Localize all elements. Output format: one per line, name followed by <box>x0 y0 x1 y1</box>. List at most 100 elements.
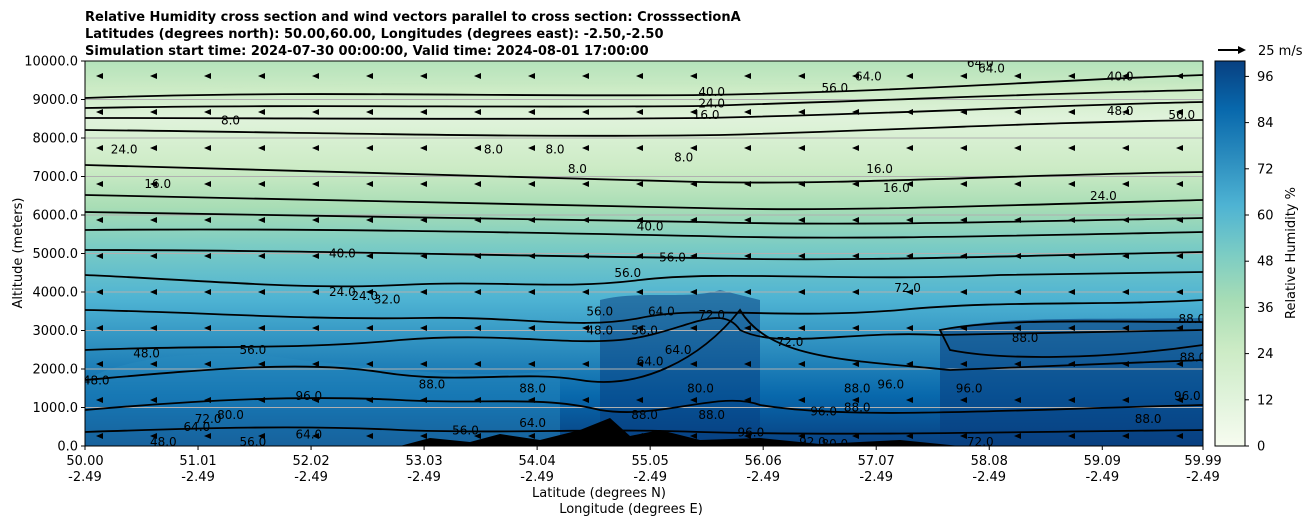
wind-vector <box>96 433 103 439</box>
wind-vector <box>690 397 697 403</box>
wind-vector <box>852 253 859 259</box>
wind-vector <box>258 325 265 331</box>
wind-vector <box>960 217 967 223</box>
wind-vector <box>960 433 967 439</box>
contour-label: 24.0 <box>1090 189 1117 203</box>
contour-label: 64.0 <box>978 62 1005 76</box>
contour-label: 16.0 <box>693 108 720 122</box>
wind-vector <box>258 289 265 295</box>
wind-vector <box>636 397 643 403</box>
contour-label: 72.0 <box>967 435 994 449</box>
x-tick-label-lat: 53.03 <box>405 454 442 469</box>
contour-label: 40.0 <box>637 220 664 234</box>
contour-label: 80.0 <box>217 408 244 422</box>
wind-vector <box>636 181 643 187</box>
wind-vector <box>1122 433 1129 439</box>
chart-title-line-1: Relative Humidity cross section and wind… <box>85 10 741 25</box>
wind-vector <box>312 109 319 115</box>
wind-vector <box>258 253 265 259</box>
wind-vector <box>798 253 805 259</box>
wind-vector <box>150 109 157 115</box>
contour-label: 56.0 <box>1168 108 1195 122</box>
contour-label: 88.0 <box>1012 331 1039 345</box>
wind-vector <box>420 325 427 331</box>
wind-vector <box>1176 433 1183 439</box>
wind-vector <box>906 397 913 403</box>
wind-vector <box>690 109 697 115</box>
wind-vector <box>1122 289 1129 295</box>
wind-vector <box>1014 397 1021 403</box>
wind-vector <box>744 217 751 223</box>
x-tick-label-lat: 51.01 <box>179 454 216 469</box>
wind-vector <box>744 361 751 367</box>
wind-vector <box>1176 181 1183 187</box>
x-tick-label-lat: 54.04 <box>519 454 556 469</box>
wind-vector <box>420 181 427 187</box>
wind-vector <box>960 289 967 295</box>
contour-label: 64.0 <box>665 343 692 357</box>
contour-label: 64.0 <box>295 427 322 441</box>
x-tick-label-lon: -2.49 <box>520 470 554 485</box>
wind-vector <box>798 433 805 439</box>
wind-vector <box>312 325 319 331</box>
wind-vector <box>258 145 265 151</box>
x-axis: 50.00-2.4951.01-2.4952.02-2.4953.03-2.49… <box>66 446 1222 485</box>
wind-vector <box>636 109 643 115</box>
contour-label: 48.0 <box>586 324 613 338</box>
wind-vector <box>150 217 157 223</box>
wind-vector <box>906 289 913 295</box>
wind-vector <box>366 361 373 367</box>
wind-vector <box>1014 109 1021 115</box>
contour-label: 56.0 <box>821 81 848 95</box>
contour-label: 88.0 <box>631 408 658 422</box>
wind-vector <box>960 73 967 79</box>
wind-vector <box>744 73 751 79</box>
wind-vector <box>312 181 319 187</box>
wind-vector <box>1014 145 1021 151</box>
wind-vector <box>1176 397 1183 403</box>
wind-vector <box>1176 145 1183 151</box>
contour-label: 40.0 <box>1107 69 1134 83</box>
contour-label: 56.0 <box>631 324 658 338</box>
contour-label: 96.0 <box>738 426 765 440</box>
x-tick-label-lon: -2.49 <box>633 470 667 485</box>
wind-vector <box>96 73 103 79</box>
chart-title-line-3: Simulation start time: 2024-07-30 00:00:… <box>85 44 649 59</box>
wind-vector <box>150 145 157 151</box>
x-tick-label-lon: -2.49 <box>859 470 893 485</box>
wind-vector <box>690 361 697 367</box>
y-tick-label: 10000.0 <box>24 55 78 70</box>
wind-vector <box>366 181 373 187</box>
wind-vector <box>1014 361 1021 367</box>
wind-vector <box>798 73 805 79</box>
contour-label: 96.0 <box>1174 389 1201 403</box>
contour-label: 32.0 <box>374 293 401 307</box>
wind-vector <box>528 325 535 331</box>
wind-vector <box>366 73 373 79</box>
colorbar-tick-label: 48 <box>1257 255 1274 270</box>
colorbar <box>1214 60 1246 447</box>
wind-vector <box>582 289 589 295</box>
wind-vector <box>96 109 103 115</box>
contour-label: 40.0 <box>698 85 725 99</box>
wind-vector <box>150 73 157 79</box>
x-tick-label-lat: 56.06 <box>745 454 782 469</box>
contour-label: 8.0 <box>568 162 587 176</box>
wind-vector <box>582 145 589 151</box>
colorbar-tick-label: 60 <box>1257 209 1274 224</box>
wind-vector <box>312 361 319 367</box>
y-tick-label: 1000.0 <box>33 401 79 416</box>
contour-label: 92.0 <box>799 435 826 449</box>
wind-vector <box>636 289 643 295</box>
contour-label: 72.0 <box>698 308 725 322</box>
x-tick-label-lat: 52.02 <box>292 454 329 469</box>
wind-vector <box>1068 397 1075 403</box>
wind-vector <box>528 145 535 151</box>
wind-vector <box>420 145 427 151</box>
wind-vector <box>1014 289 1021 295</box>
contour-label: 64.0 <box>184 420 211 434</box>
wind-vector <box>852 181 859 187</box>
wind-vector <box>474 361 481 367</box>
contour-label: 48.0 <box>83 374 110 388</box>
wind-vector <box>1176 253 1183 259</box>
